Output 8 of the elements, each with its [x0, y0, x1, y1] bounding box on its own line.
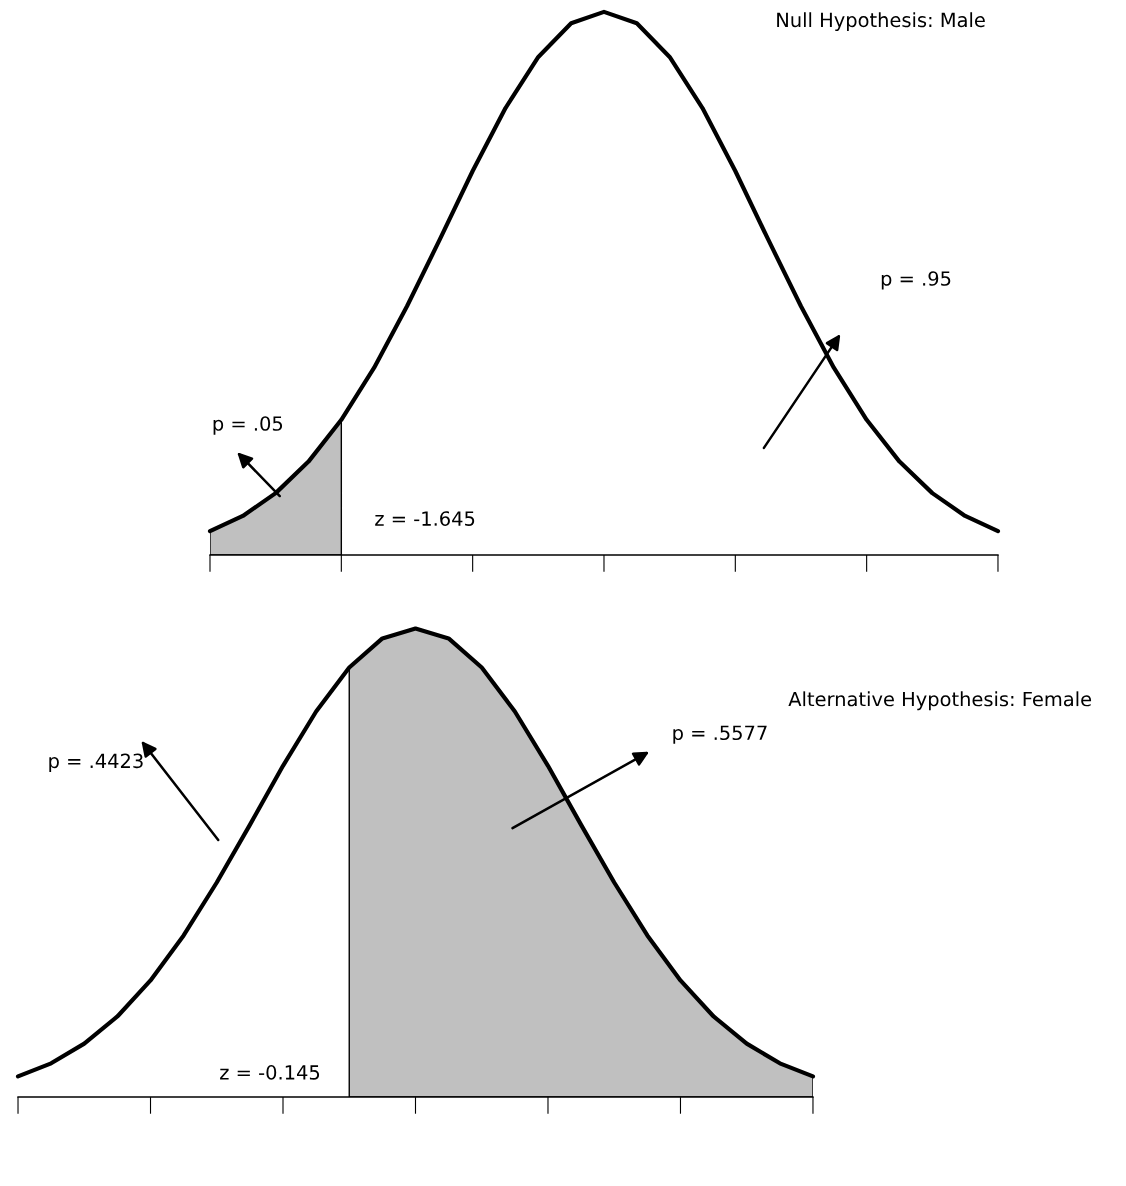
annotation: p = .5577: [673, 725, 767, 744]
annotation: p = .4423: [49, 753, 143, 772]
annotation: p = .05: [213, 416, 283, 435]
chart-title: Null Hypothesis: Male: [777, 12, 985, 32]
annotation: z = -1.645: [375, 511, 475, 526]
text: Alternative Hypothesis: Female: [788, 691, 1092, 711]
annotation: z = -0.145: [220, 1065, 320, 1080]
annotation: p = .95: [881, 271, 951, 290]
